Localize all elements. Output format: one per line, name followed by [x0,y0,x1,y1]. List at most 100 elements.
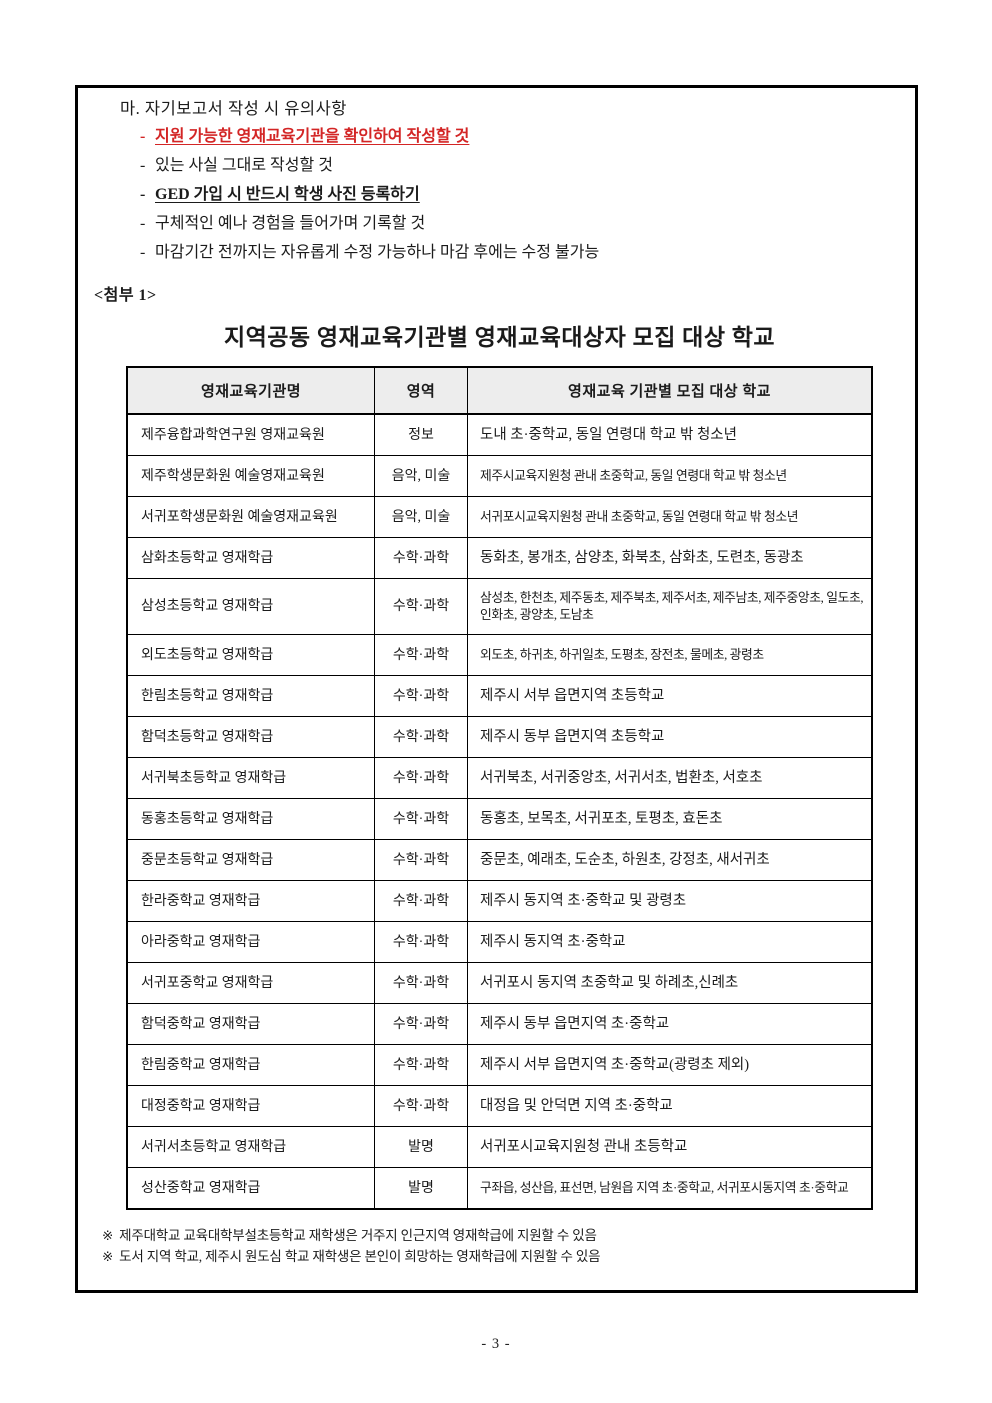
table-row: 서귀서초등학교 영재학급 발명 서귀포시교육지원청 관내 초등학교 [126,1126,873,1168]
table-row: 서귀포학생문화원 예술영재교육원 음악, 미술 서귀포시교육지원청 관내 초중학교,… [126,496,873,538]
institution-cell: 성산중학교 영재학급 [126,1167,375,1210]
institution-cell: 중문초등학교 영재학급 [126,839,375,881]
notice-text: 구체적인 예나 경험을 들어가며 기록할 것 [155,215,426,232]
target-schools-cell: 서귀북초, 서귀중앙초, 서귀서초, 법환초, 서호초 [467,757,873,799]
target-schools-cell: 제주시 서부 읍면지역 초·중학교(광령초 제외) [467,1044,873,1086]
notice-item: - 지원 가능한 영재교육기관을 확인하여 작성할 것 [140,122,879,151]
footnote: ※ 도서 지역 학교, 제주시 원도심 학교 재학생은 본인이 희망하는 영재학급… [102,1246,879,1267]
field-cell: 음악, 미술 [374,496,468,538]
institution-cell: 한림중학교 영재학급 [126,1044,375,1086]
field-cell: 수학·과학 [374,634,468,676]
institution-cell: 함덕초등학교 영재학급 [126,716,375,758]
institution-cell: 삼성초등학교 영재학급 [126,578,375,635]
target-schools-cell: 서귀포시교육지원청 관내 초등학교 [467,1126,873,1168]
target-schools-cell: 제주시 동지역 초·중학교 및 광령초 [467,880,873,922]
table-row: 대정중학교 영재학급 수학·과학 대정읍 및 안덕면 지역 초·중학교 [126,1085,873,1127]
notice-text: 마감기간 전까지는 자유롭게 수정 가능하나 마감 후에는 수정 불가능 [155,244,600,261]
institution-cell: 서귀서초등학교 영재학급 [126,1126,375,1168]
table-title: 지역공동 영재교육기관별 영재교육대상자 모집 대상 학교 [223,325,776,350]
footnote: ※ 제주대학교 교육대학부설초등학교 재학생은 거주지 인근지역 영재학급에 지원… [102,1225,879,1246]
notice-item: - GED 가입 시 반드시 학생 사진 등록하기 [140,180,879,209]
target-schools-cell: 서귀포시교육지원청 관내 초중학교, 동일 연령대 학교 밖 청소년 [467,496,873,538]
notice-item: - 구체적인 예나 경험을 들어가며 기록할 것 [140,209,879,238]
table-row: 한라중학교 영재학급 수학·과학 제주시 동지역 초·중학교 및 광령초 [126,880,873,922]
field-cell: 수학·과학 [374,1044,468,1086]
table-row: 아라중학교 영재학급 수학·과학 제주시 동지역 초·중학교 [126,921,873,963]
reference-mark-icon: ※ [102,1228,114,1243]
institution-cell: 한라중학교 영재학급 [126,880,375,922]
field-cell: 수학·과학 [374,798,468,840]
target-schools-cell: 제주시 동부 읍면지역 초·중학교 [467,1003,873,1045]
table-row: 외도초등학교 영재학급 수학·과학 외도초, 하귀초, 하귀일초, 도평초, 장전초… [126,634,873,676]
target-schools-cell: 구좌읍, 성산읍, 표선면, 남원읍 지역 초·중학교, 서귀포시동지역 초·중… [467,1167,873,1210]
table-row: 서귀포중학교 영재학급 수학·과학 서귀포시 동지역 초중학교 및 하례초,신례초 [126,962,873,1004]
field-cell: 수학·과학 [374,716,468,758]
institution-cell: 함덕중학교 영재학급 [126,1003,375,1045]
content-frame: 마. 자기보고서 작성 시 유의사항 - 지원 가능한 영재교육기관을 확인하여 … [75,85,918,1293]
attachment-label: <첨부 1> [94,287,157,304]
target-schools-cell: 중문초, 예래초, 도순초, 하원초, 강정초, 새서귀초 [467,839,873,881]
table-row: 제주학생문화원 예술영재교육원 음악, 미술 제주시교육지원청 관내 초중학교, 동… [126,455,873,497]
notice-item: - 있는 사실 그대로 작성할 것 [140,151,879,180]
institution-cell: 아라중학교 영재학급 [126,921,375,963]
field-cell: 발명 [374,1126,468,1168]
table-row: 함덕중학교 영재학급 수학·과학 제주시 동부 읍면지역 초·중학교 [126,1003,873,1045]
table-header-row: 영재교육기관명 영역 영재교육 기관별 모집 대상 학교 [126,366,873,415]
target-schools-cell: 도내 초·중학교, 동일 연령대 학교 밖 청소년 [467,413,873,456]
notice-text: 지원 가능한 영재교육기관을 확인하여 작성할 것 [155,128,470,145]
schools-table: 영재교육기관명 영역 영재교육 기관별 모집 대상 학교 제주융합과학연구원 영… [126,366,873,1210]
institution-cell: 제주학생문화원 예술영재교육원 [126,455,375,497]
institution-cell: 서귀북초등학교 영재학급 [126,757,375,799]
field-cell: 수학·과학 [374,962,468,1004]
table-row: 함덕초등학교 영재학급 수학·과학 제주시 동부 읍면지역 초등학교 [126,716,873,758]
institution-cell: 삼화초등학교 영재학급 [126,537,375,579]
notice-text: 있는 사실 그대로 작성할 것 [155,157,333,174]
table-row: 삼화초등학교 영재학급 수학·과학 동화초, 봉개초, 삼양초, 화북초, 삼화초,… [126,537,873,579]
header-target-schools: 영재교육 기관별 모집 대상 학교 [467,366,873,415]
notice-dash: - [140,186,146,203]
table-row: 서귀북초등학교 영재학급 수학·과학 서귀북초, 서귀중앙초, 서귀서초, 법환초,… [126,757,873,799]
target-schools-cell: 삼성초, 한천초, 제주동초, 제주북초, 제주서초, 제주남초, 제주중앙초,… [467,578,873,635]
target-schools-cell: 제주시 동부 읍면지역 초등학교 [467,716,873,758]
notice-section: 마. 자기보고서 작성 시 유의사항 - 지원 가능한 영재교육기관을 확인하여 … [120,96,879,267]
institution-cell: 제주융합과학연구원 영재교육원 [126,413,375,456]
target-schools-cell: 동화초, 봉개초, 삼양초, 화북초, 삼화초, 도련초, 동광초 [467,537,873,579]
field-cell: 수학·과학 [374,1085,468,1127]
institution-cell: 서귀포학생문화원 예술영재교육원 [126,496,375,538]
table-row: 중문초등학교 영재학급 수학·과학 중문초, 예래초, 도순초, 하원초, 강정초,… [126,839,873,881]
table-row: 삼성초등학교 영재학급 수학·과학 삼성초, 한천초, 제주동초, 제주북초, 제주… [126,578,873,635]
notice-dash: - [140,157,146,174]
field-cell: 수학·과학 [374,537,468,579]
institution-cell: 대정중학교 영재학급 [126,1085,375,1127]
field-cell: 음악, 미술 [374,455,468,497]
target-schools-cell: 제주시 서부 읍면지역 초등학교 [467,675,873,717]
header-institution: 영재교육기관명 [126,366,375,415]
field-cell: 수학·과학 [374,921,468,963]
field-cell: 수학·과학 [374,578,468,635]
field-cell: 수학·과학 [374,880,468,922]
footnote-text: 도서 지역 학교, 제주시 원도심 학교 재학생은 본인이 희망하는 영재학급에… [119,1249,601,1264]
table-row: 성산중학교 영재학급 발명 구좌읍, 성산읍, 표선면, 남원읍 지역 초·중학교,… [126,1167,873,1210]
table-row: 한림초등학교 영재학급 수학·과학 제주시 서부 읍면지역 초등학교 [126,675,873,717]
institution-cell: 한림초등학교 영재학급 [126,675,375,717]
header-field: 영역 [374,366,468,415]
field-cell: 수학·과학 [374,675,468,717]
institution-cell: 외도초등학교 영재학급 [126,634,375,676]
target-schools-cell: 제주시교육지원청 관내 초중학교, 동일 연령대 학교 밖 청소년 [467,455,873,497]
field-cell: 수학·과학 [374,757,468,799]
field-cell: 수학·과학 [374,839,468,881]
institution-cell: 서귀포중학교 영재학급 [126,962,375,1004]
notice-dash: - [140,215,146,232]
target-schools-cell: 서귀포시 동지역 초중학교 및 하례초,신례초 [467,962,873,1004]
target-schools-cell: 대정읍 및 안덕면 지역 초·중학교 [467,1085,873,1127]
target-schools-cell: 제주시 동지역 초·중학교 [467,921,873,963]
footnotes-section: ※ 제주대학교 교육대학부설초등학교 재학생은 거주지 인근지역 영재학급에 지원… [102,1225,879,1267]
target-schools-cell: 외도초, 하귀초, 하귀일초, 도평초, 장전초, 물메초, 광령초 [467,634,873,676]
notice-item: - 마감기간 전까지는 자유롭게 수정 가능하나 마감 후에는 수정 불가능 [140,238,879,267]
footnote-text: 제주대학교 교육대학부설초등학교 재학생은 거주지 인근지역 영재학급에 지원할… [119,1228,597,1243]
target-schools-cell: 동홍초, 보목초, 서귀포초, 토평초, 효돈초 [467,798,873,840]
field-cell: 정보 [374,413,468,456]
notice-heading: 마. 자기보고서 작성 시 유의사항 [120,99,347,118]
table-row: 제주융합과학연구원 영재교육원 정보 도내 초·중학교, 동일 연령대 학교 밖 청… [126,413,873,456]
